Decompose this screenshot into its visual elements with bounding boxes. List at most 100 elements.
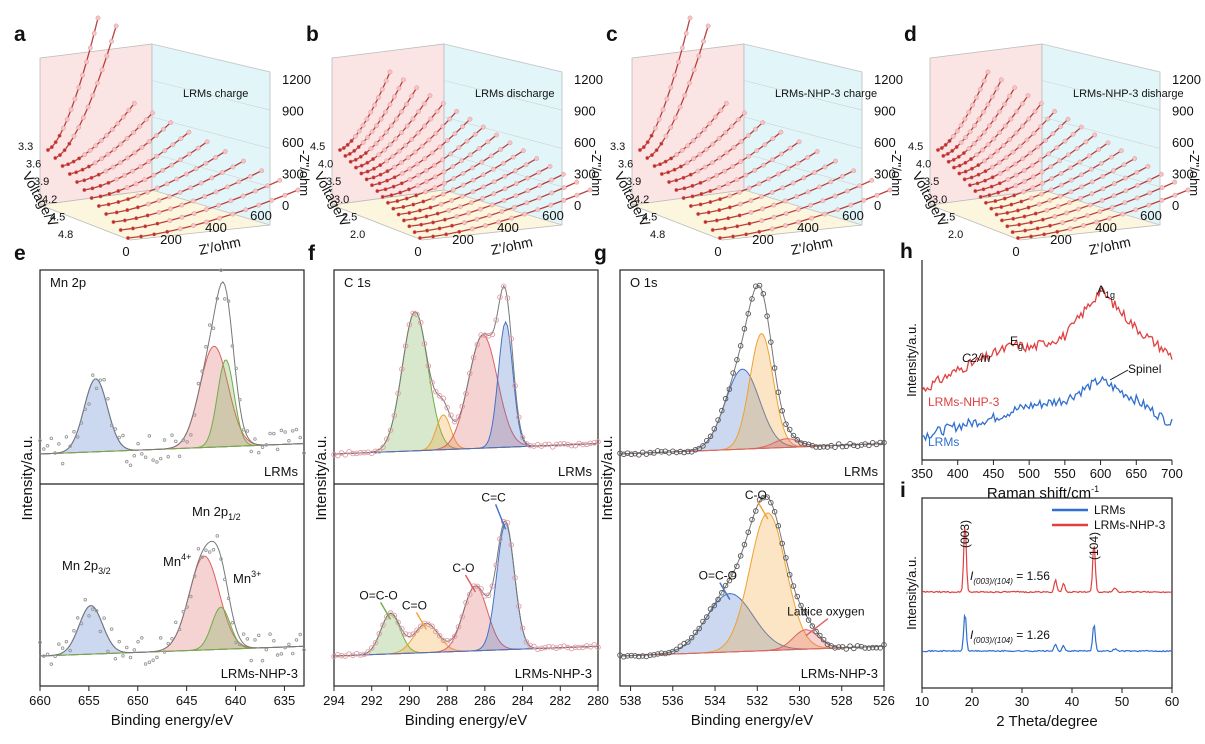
nyquist-point (1072, 216, 1078, 222)
nyquist-point (652, 163, 657, 168)
nyquist-point (387, 142, 393, 148)
nyquist-point (87, 45, 93, 51)
nyquist-point (399, 109, 404, 115)
data-point (685, 448, 691, 455)
data-point (272, 638, 276, 643)
nyquist-point (814, 149, 820, 154)
nyquist-point (421, 199, 426, 204)
data-point (760, 494, 767, 501)
nyquist-point (1012, 161, 1018, 167)
nyquist-point (90, 93, 96, 98)
nyquist-point (1058, 182, 1064, 188)
data-point (595, 439, 601, 445)
nyquist-point (398, 160, 404, 165)
x-axis-label: Z'/ohm (197, 233, 242, 257)
nyquist-point (432, 185, 438, 191)
nyquist-point (113, 23, 119, 29)
nyquist-point (352, 133, 358, 139)
nyquist-point (983, 200, 988, 205)
nyquist-point (1100, 173, 1106, 179)
nyquist-point (748, 198, 754, 203)
peak-label: C=O (402, 598, 427, 612)
nyquist-point (790, 180, 796, 186)
nyquist-point (368, 109, 374, 115)
data-point (568, 442, 575, 449)
nyquist-point (946, 159, 951, 164)
nyquist-point (974, 94, 979, 100)
data-point (391, 612, 398, 619)
nyquist-point (1005, 224, 1010, 229)
nyquist-point (769, 226, 775, 232)
nyquist-point (1040, 217, 1045, 222)
nyquist-point (954, 128, 960, 134)
nyquist-point (754, 148, 760, 154)
nyquist-point (1068, 165, 1073, 171)
nyquist-point (378, 163, 383, 168)
nyquist-point (1068, 189, 1074, 195)
nyquist-point (369, 129, 375, 135)
data-point (170, 636, 174, 641)
panel-c: c LRMs-NHP-3 charge 0 300 600 900 1200 -Z''/ohm… (606, 15, 904, 259)
data-point (873, 645, 880, 651)
nyquist-point (407, 224, 412, 229)
data-point (576, 644, 582, 651)
nyquist-point (770, 136, 776, 142)
nyquist-point (125, 208, 130, 213)
nyquist-point (664, 96, 670, 102)
nyquist-point (437, 226, 442, 231)
x-tick-label: 280 (587, 693, 609, 708)
data-point (467, 591, 473, 598)
nyquist-point (746, 185, 752, 191)
x-tick-label: 650 (1125, 466, 1147, 481)
nyquist-point (1012, 85, 1018, 91)
data-point (726, 386, 733, 392)
data-point (204, 344, 208, 349)
nyquist-point (1004, 187, 1009, 192)
nyquist-point (998, 77, 1004, 83)
data-point (45, 652, 50, 656)
nyquist-point (423, 168, 429, 173)
nyquist-point (496, 219, 501, 225)
data-point (275, 653, 280, 657)
nyquist-point (523, 162, 529, 168)
nyquist-point (179, 202, 185, 208)
nyquist-point (574, 179, 580, 185)
nyquist-point (363, 151, 368, 156)
nyquist-point (160, 167, 166, 173)
nyquist-point (481, 184, 486, 190)
y-axis-label: Intensity/a.u. (904, 556, 919, 630)
data-point (132, 648, 137, 652)
nyquist-point (828, 179, 834, 185)
data-point (576, 440, 582, 447)
data-point (715, 596, 721, 603)
data-point (722, 582, 729, 589)
nyquist-point (137, 123, 143, 129)
data-point (406, 632, 413, 638)
panel-title: C 1s (344, 275, 371, 290)
x-tick-label: 530 (789, 693, 811, 708)
data-point (790, 432, 797, 439)
nyquist-point (690, 194, 695, 199)
data-point (365, 449, 371, 455)
ratio-label: I(003)/(104) = 1.26 (970, 628, 1050, 645)
nyquist-point (709, 160, 715, 166)
nyquist-point (393, 116, 399, 122)
nyquist-point (216, 202, 222, 208)
nyquist-point (117, 160, 123, 166)
data-point (478, 586, 484, 592)
nyquist-point (202, 194, 208, 199)
nyquist-point (419, 222, 424, 227)
nyquist-point (682, 186, 687, 191)
data-point (335, 452, 341, 459)
nyquist-point (731, 144, 737, 150)
nyquist-point (98, 138, 104, 144)
nyquist-point (669, 156, 674, 161)
nyquist-point (168, 206, 173, 212)
nyquist-point (1038, 157, 1043, 163)
nyquist-point (1123, 188, 1129, 194)
nyquist-point (354, 165, 359, 170)
nyquist-point (438, 201, 444, 207)
legend-label: LRMs (1094, 503, 1125, 517)
nyquist-point (414, 85, 420, 91)
nyquist-point (939, 145, 944, 150)
